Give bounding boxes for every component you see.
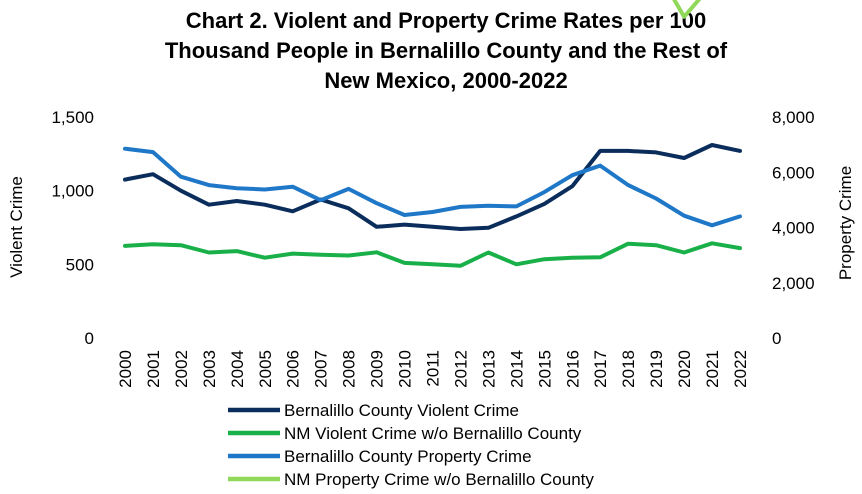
x-tick-label: 2016 bbox=[563, 350, 582, 388]
legend: Bernalillo County Violent Crime NM Violen… bbox=[228, 401, 594, 489]
series-line-3 bbox=[123, 146, 742, 228]
y-right-tick-label: 8,000 bbox=[772, 108, 815, 127]
x-axis-ticks: 2000 2001 2002 2003 2004 2005 2006 2007 2008 2009… bbox=[116, 350, 750, 388]
series-line-2 bbox=[123, 241, 742, 268]
x-tick-label: 2000 bbox=[116, 350, 135, 388]
legend-label: Bernalillo County Property Crime bbox=[284, 447, 532, 466]
y-left-tick-label: 0 bbox=[85, 329, 94, 348]
legend-label: NM Property Crime w/o Bernalillo County bbox=[284, 470, 594, 489]
series-line-1 bbox=[123, 143, 742, 231]
y-right-tick-label: 4,000 bbox=[772, 219, 815, 238]
y-left-tick-label: 1,000 bbox=[51, 182, 94, 201]
y-right-tick-label: 2,000 bbox=[772, 274, 815, 293]
x-tick-label: 2012 bbox=[451, 350, 470, 388]
x-tick-label: 2019 bbox=[647, 350, 666, 388]
x-tick-label: 2018 bbox=[619, 350, 638, 388]
x-tick-label: 2008 bbox=[340, 350, 359, 388]
series-lines bbox=[123, 0, 742, 268]
x-tick-label: 2011 bbox=[424, 350, 443, 387]
y-left-tick-label: 500 bbox=[66, 255, 94, 274]
x-tick-label: 2001 bbox=[144, 350, 163, 388]
y-right-tick-label: 0 bbox=[772, 329, 781, 348]
y-axis-right-title: Property Crime bbox=[836, 166, 855, 280]
y-right-tick-label: 6,000 bbox=[772, 163, 815, 182]
x-tick-label: 2020 bbox=[675, 350, 694, 388]
x-tick-label: 2022 bbox=[731, 350, 750, 388]
x-tick-label: 2021 bbox=[703, 350, 722, 388]
legend-label: NM Violent Crime w/o Bernalillo County bbox=[284, 424, 582, 443]
x-tick-label: 2010 bbox=[396, 350, 415, 388]
x-tick-label: 2004 bbox=[228, 350, 247, 388]
x-tick-label: 2014 bbox=[507, 350, 526, 388]
x-tick-label: 2017 bbox=[591, 350, 610, 388]
x-tick-label: 2003 bbox=[200, 350, 219, 388]
x-tick-label: 2005 bbox=[256, 350, 275, 388]
chart-title-line-3: New Mexico, 2000-2022 bbox=[324, 68, 567, 93]
chart-title-line-1: Chart 2. Violent and Property Crime Rate… bbox=[186, 8, 706, 33]
x-tick-label: 2007 bbox=[312, 350, 331, 388]
y-axis-left-ticks: 0 500 1,000 1,500 bbox=[51, 108, 94, 348]
x-tick-label: 2015 bbox=[535, 350, 554, 388]
chart-title-line-2: Thousand People in Bernalillo County and… bbox=[165, 38, 728, 63]
x-tick-label: 2013 bbox=[479, 350, 498, 388]
x-tick-label: 2006 bbox=[284, 350, 303, 388]
legend-label: Bernalillo County Violent Crime bbox=[284, 401, 519, 420]
y-axis-left-title: Violent Crime bbox=[7, 176, 26, 278]
x-tick-label: 2002 bbox=[172, 350, 191, 388]
y-axis-right-ticks: 0 2,000 4,000 6,000 8,000 bbox=[772, 108, 815, 348]
y-left-tick-label: 1,500 bbox=[51, 108, 94, 127]
x-tick-label: 2009 bbox=[368, 350, 387, 388]
